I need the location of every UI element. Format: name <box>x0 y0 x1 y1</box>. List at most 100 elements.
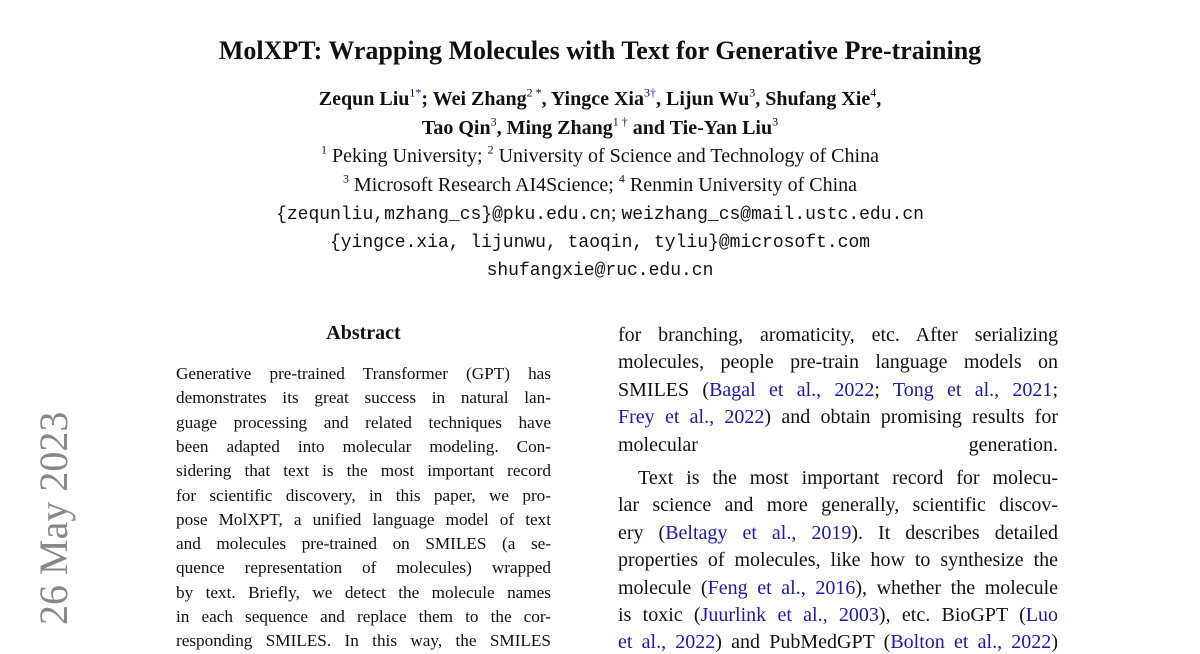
justified-line: molecules, people pre-train language mod… <box>618 351 1058 374</box>
text-segment: ) and obtain promising results for <box>764 406 1058 429</box>
justified-line: responding SMILES. In this way, the SMIL… <box>176 631 551 651</box>
text-line: and molecules pre-trained on SMILES (a s… <box>176 534 551 554</box>
text-line: molecules, people pre-train language mod… <box>618 351 1058 374</box>
text-line: molecule (Feng et al., 2016), whether th… <box>618 577 1058 600</box>
citation-link[interactable]: Tong et al., 2021 <box>892 378 1053 401</box>
justified-line: demonstrates its great success in natura… <box>176 388 551 408</box>
justified-line: quence representation of molecules) wrap… <box>176 558 551 578</box>
justified-line: in each sequence and replace them to the… <box>176 607 551 627</box>
justified-line: lar science and more generally, scientif… <box>618 494 1058 517</box>
text-segment: Peking University; <box>327 145 488 167</box>
citation-link[interactable]: Frey et al., 2022 <box>618 406 765 429</box>
text-line: properties of molecules, like how to syn… <box>618 549 1058 572</box>
email-text: weizhang_cs@mail.ustc.edu.cn <box>621 205 924 225</box>
superscript: 2 * <box>526 85 542 100</box>
text-line: guage processing and related techniques … <box>176 413 551 433</box>
citation-link[interactable]: Juurlink et al., 2003 <box>700 604 879 626</box>
citation-link[interactable]: Bagal et al., 2022 <box>709 378 875 401</box>
text-line: ery (Beltagy et al., 2019). It describes… <box>618 522 1058 545</box>
text-line: SMILES (Bagal et al., 2022; Tong et al.,… <box>618 379 1058 402</box>
text-segment: been adapted into molecular modeling. Co… <box>176 436 551 456</box>
text-line: for scientific discovery, in this paper,… <box>176 486 551 506</box>
text-segment: for branching, aromaticity, etc. After s… <box>618 324 1058 346</box>
superscript: 3 <box>644 85 650 100</box>
text-segment: Zequn Liu <box>318 88 410 110</box>
text-segment: molecule ( <box>618 576 708 599</box>
text-segment: and Tie-Yan Liu <box>627 117 773 139</box>
text-segment: , Lijun Wu <box>656 88 750 110</box>
text-segment: ) and PubMedGPT ( <box>715 631 891 654</box>
text-segment: sidering that text is the most important… <box>176 461 551 481</box>
text-segment: properties of molecules, like how to syn… <box>618 549 1058 572</box>
text-segment: in each sequence and replace them to the… <box>176 607 551 626</box>
text-segment: ). It describes detailed <box>851 521 1059 544</box>
text-segment: by text. Briefly, we detect the molecule… <box>176 582 551 602</box>
superscript: 2 <box>487 142 494 157</box>
text-segment: ery ( <box>618 521 666 544</box>
superscript: 4 <box>618 171 625 186</box>
text-segment: demonstrates its great success in natura… <box>176 388 551 408</box>
justified-line: SMILES (Bagal et al., 2022; Tong et al.,… <box>618 379 1058 402</box>
text-line: sidering that text is the most important… <box>176 461 551 481</box>
text-segment: ) <box>1051 631 1058 654</box>
justified-line: ery (Beltagy et al., 2019). It describes… <box>618 522 1058 545</box>
text-segment: Tao Qin <box>421 117 491 139</box>
text-segment: University of Science and Technology of … <box>493 145 879 167</box>
justified-line: et al., 2022) and PubMedGPT (Bolton et a… <box>618 631 1058 654</box>
text-segment: pose MolXPT, a unified language model of… <box>176 509 551 529</box>
superscript: 3 <box>772 114 779 129</box>
text-segment: ), etc. BioGPT ( <box>878 604 1026 626</box>
text-segment: responding SMILES. In this way, the SMIL… <box>176 631 551 651</box>
citation-link[interactable]: Feng et al., 2016 <box>707 576 856 599</box>
justified-line: pose MolXPT, a unified language model of… <box>176 510 551 530</box>
affiliation-line-2: 3 Microsoft Research AI4Science; 4 Renmi… <box>0 171 1200 197</box>
justified-line: Generative pre-trained Transformer (GPT)… <box>176 364 551 384</box>
text-line: pose MolXPT, a unified language model of… <box>176 510 551 530</box>
citation-link[interactable]: et al., 2022 <box>618 631 716 654</box>
text-segment: Generative pre-trained Transformer (GPT)… <box>176 364 551 383</box>
text-line: is toxic (Juurlink et al., 2003), etc. B… <box>618 604 1058 627</box>
superscript: 3 <box>749 85 756 100</box>
justified-line: sidering that text is the most important… <box>176 461 551 481</box>
justified-line: and molecules pre-trained on SMILES (a s… <box>176 534 551 554</box>
affiliation-line-1: 1 Peking University; 2 University of Sci… <box>0 142 1200 168</box>
text-segment: for scientific discovery, in this paper,… <box>176 485 551 505</box>
justified-line: been adapted into molecular modeling. Co… <box>176 437 551 457</box>
text-line: by text. Briefly, we detect the molecule… <box>176 583 551 603</box>
text-segment: ; <box>1052 378 1058 401</box>
citation-link[interactable]: Luo <box>1025 604 1058 626</box>
citation-link[interactable]: Bolton et al., 2022 <box>890 631 1052 654</box>
email-line-3: shufangxie@ruc.edu.cn <box>0 258 1200 281</box>
text-segment: ; <box>610 202 622 224</box>
text-segment: ; Wei Zhang <box>421 88 527 110</box>
text-segment: , Shufang Xie <box>755 88 871 110</box>
email-text: shufangxie@ruc.edu.cn <box>486 261 714 281</box>
arxiv-date-stamp: 26 May 2023 <box>31 411 76 625</box>
superscript: 1 <box>409 85 416 100</box>
superscript: 1 † <box>612 114 628 129</box>
email-line-1: {zequnliu,mzhang_cs}@pku.edu.cn; weizhan… <box>0 202 1200 225</box>
text-line: been adapted into molecular modeling. Co… <box>176 437 551 457</box>
citation-link[interactable]: * <box>415 85 422 100</box>
authors-line-2: Tao Qin3, Ming Zhang1 † and Tie-Yan Liu3 <box>0 114 1200 140</box>
text-segment: , <box>876 88 882 110</box>
email-text: {zequnliu,mzhang_cs}@pku.edu.cn <box>276 205 611 225</box>
citation-link[interactable]: Beltagy et al., 2019 <box>665 521 852 544</box>
text-segment: Microsoft Research AI4Science; <box>348 174 619 196</box>
text-segment: lar science and more generally, scientif… <box>618 494 1058 517</box>
text-segment: guage processing and related techniques … <box>176 412 551 432</box>
justified-line: for scientific discovery, in this paper,… <box>176 486 551 506</box>
text-line: et al., 2022) and PubMedGPT (Bolton et a… <box>618 631 1058 654</box>
justified-line: properties of molecules, like how to syn… <box>618 549 1058 572</box>
superscript: 1 <box>321 142 328 157</box>
text-line: Generative pre-trained Transformer (GPT)… <box>176 364 551 384</box>
text-segment: ), whether the molecule <box>855 576 1058 599</box>
text-line: for branching, aromaticity, etc. After s… <box>618 324 1058 347</box>
text-segment: Text is the most important record for mo… <box>618 467 1058 489</box>
text-line: Frey et al., 2022) and obtain promising … <box>618 406 1058 429</box>
citation-link[interactable]: † <box>650 85 656 100</box>
text-segment: , Yingce Xia <box>541 88 644 110</box>
text-segment: ; <box>874 378 893 401</box>
justified-line: is toxic (Juurlink et al., 2003), etc. B… <box>618 604 1058 627</box>
justified-line: molecule (Feng et al., 2016), whether th… <box>618 577 1058 600</box>
